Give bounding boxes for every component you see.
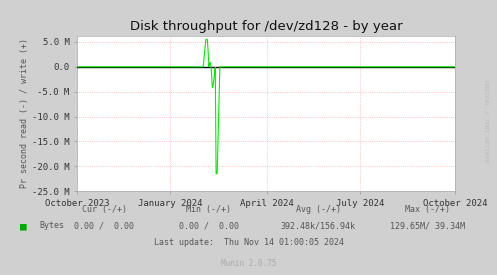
Text: 0.00 /  0.00: 0.00 / 0.00 (75, 221, 134, 230)
Text: Cur (-/+): Cur (-/+) (82, 205, 127, 214)
Text: 129.65M/ 39.34M: 129.65M/ 39.34M (390, 221, 465, 230)
Text: Munin 2.0.75: Munin 2.0.75 (221, 258, 276, 268)
Text: Avg (-/+): Avg (-/+) (296, 205, 340, 214)
Text: 0.00 /  0.00: 0.00 / 0.00 (179, 221, 239, 230)
Title: Disk throughput for /dev/zd128 - by year: Disk throughput for /dev/zd128 - by year (130, 20, 402, 33)
Text: Bytes: Bytes (40, 221, 65, 230)
Text: Min (-/+): Min (-/+) (186, 205, 231, 214)
Text: Max (-/+): Max (-/+) (405, 205, 450, 214)
Text: ■: ■ (20, 221, 27, 231)
Text: 392.48k/156.94k: 392.48k/156.94k (281, 221, 355, 230)
Text: RRDTOOL / TOBI OETIKER: RRDTOOL / TOBI OETIKER (484, 80, 489, 162)
Y-axis label: Pr second read (-) / write (+): Pr second read (-) / write (+) (20, 39, 29, 188)
Text: Last update:  Thu Nov 14 01:00:05 2024: Last update: Thu Nov 14 01:00:05 2024 (154, 238, 343, 247)
